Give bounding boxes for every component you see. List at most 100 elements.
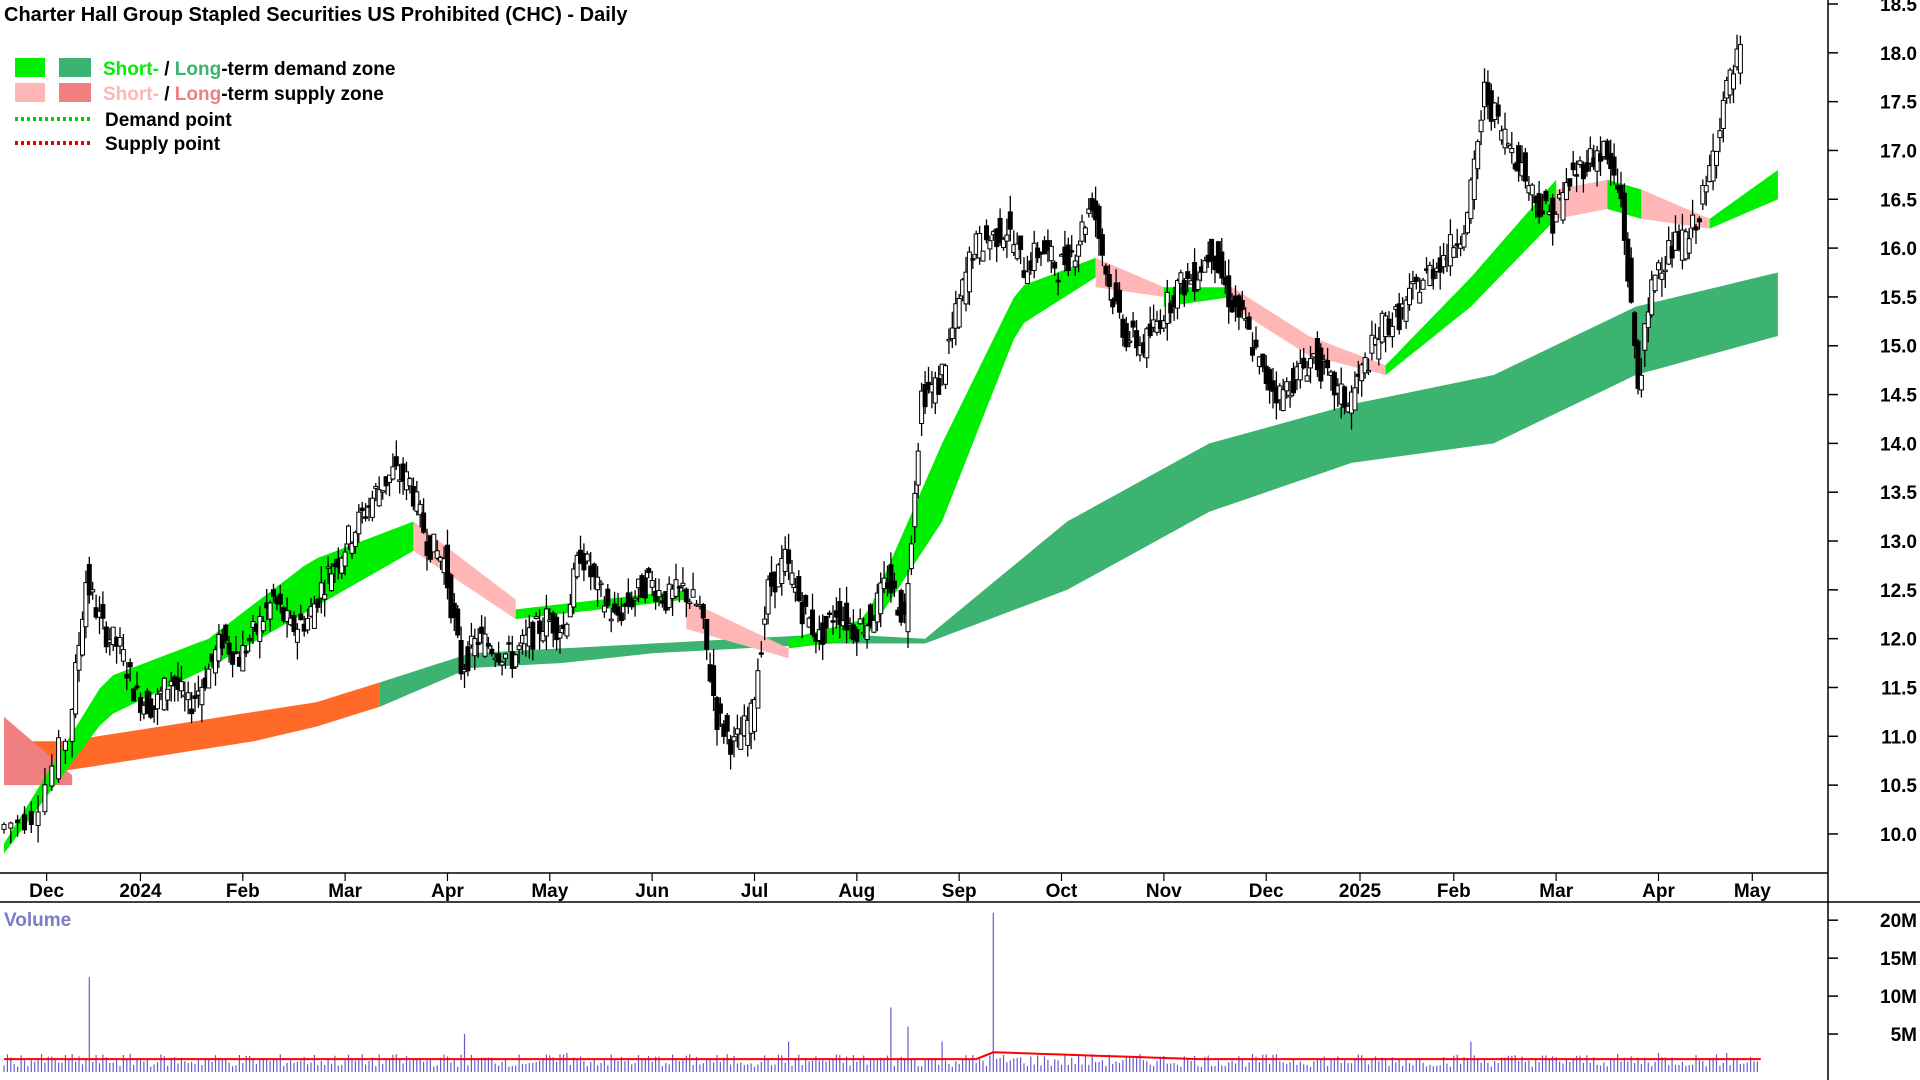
candle-body xyxy=(1502,128,1508,149)
candle-body xyxy=(1004,234,1010,242)
candle-body xyxy=(584,553,590,562)
candle-body xyxy=(687,601,693,604)
x-tick-label: Feb xyxy=(226,881,260,902)
candle-body xyxy=(233,651,239,654)
candle-body xyxy=(1045,240,1051,252)
candle-body xyxy=(554,616,560,641)
candle-body xyxy=(277,593,283,605)
price-tick-label: 15.0 xyxy=(1880,337,1917,358)
candle-body xyxy=(117,637,123,647)
candle-body xyxy=(1352,387,1358,411)
legend-long-demand-swatch xyxy=(59,58,91,77)
candle-body xyxy=(1731,73,1736,90)
legend-demand-short: Short- xyxy=(103,59,159,80)
candle-body xyxy=(1656,262,1661,271)
candle-body xyxy=(407,478,413,487)
candle-body xyxy=(230,651,236,665)
candle-body xyxy=(363,516,369,519)
candle-body xyxy=(1690,214,1696,229)
candles-layer xyxy=(1,34,1743,844)
candle-body xyxy=(271,589,276,597)
x-tick-label: Oct xyxy=(1046,881,1078,902)
candle-body xyxy=(1280,389,1286,412)
candle-body xyxy=(1069,250,1075,253)
candle-body xyxy=(803,595,809,607)
short-term-supply-zone-6 xyxy=(1095,257,1164,297)
price-tick-label: 13.5 xyxy=(1880,483,1917,504)
candle-body xyxy=(1632,312,1638,346)
candle-body xyxy=(789,572,795,585)
short-term-demand-zone-9 xyxy=(1385,179,1557,375)
candle-body xyxy=(458,640,464,675)
legend-demand-rest: -term demand zone xyxy=(221,59,395,80)
candle-body xyxy=(1553,213,1559,223)
candle-body xyxy=(1304,375,1310,382)
candle-body xyxy=(291,615,297,632)
candle-body xyxy=(1522,152,1528,182)
candle-body xyxy=(823,615,829,629)
volume-label: Volume xyxy=(4,910,71,931)
x-tick-label: Feb xyxy=(1437,881,1471,902)
volume-tick-label: 15M xyxy=(1880,949,1917,970)
candle-body xyxy=(1260,353,1266,368)
candle-body xyxy=(393,456,399,467)
candle-body xyxy=(1536,193,1542,218)
short-term-supply-zone-10 xyxy=(1556,179,1608,219)
candle-body xyxy=(649,580,655,588)
candle-body xyxy=(1331,372,1337,396)
candle-body xyxy=(591,563,597,577)
candle-body xyxy=(1082,227,1088,235)
candle-body xyxy=(359,507,365,512)
candle-body xyxy=(1301,357,1307,369)
candle-body xyxy=(936,377,942,395)
candle-body xyxy=(1516,145,1522,172)
price-tick-label: 17.5 xyxy=(1880,93,1917,114)
candle-body xyxy=(537,620,543,634)
legend-supply-sep: / xyxy=(159,84,175,105)
candle-body xyxy=(445,544,450,589)
candle-body xyxy=(755,670,761,709)
candle-body xyxy=(618,612,624,622)
candle-body xyxy=(1270,380,1276,392)
candle-body xyxy=(155,693,160,710)
candle-body xyxy=(1540,210,1545,215)
short-term-supply-zone-4 xyxy=(686,599,789,659)
candle-body xyxy=(912,492,918,528)
candle-body xyxy=(49,765,55,787)
candle-body xyxy=(134,685,140,689)
candle-body xyxy=(516,645,522,651)
candle-body xyxy=(1465,212,1470,234)
legend-supply-zone-text: Short- / Long-term supply zone xyxy=(103,84,384,105)
candle-body xyxy=(380,490,386,493)
candle-body xyxy=(656,590,662,598)
candle-body xyxy=(1659,272,1665,280)
price-tick-label: 18.5 xyxy=(1880,0,1917,16)
candle-body xyxy=(632,597,638,601)
candle-body xyxy=(854,629,860,642)
price-tick-label: 12.5 xyxy=(1880,581,1917,602)
candle-body xyxy=(888,564,894,594)
candle-body xyxy=(472,638,478,657)
candle-body xyxy=(499,661,505,666)
candle-body xyxy=(1168,302,1174,314)
candle-body xyxy=(1246,316,1252,330)
candle-body xyxy=(431,533,437,553)
candle-body xyxy=(1587,148,1593,164)
legend: Short- / Long-term demand zone Short- / … xyxy=(15,58,395,155)
candle-body xyxy=(1134,330,1140,349)
candle-body xyxy=(946,338,952,342)
candle-body xyxy=(1076,244,1082,257)
candle-body xyxy=(76,644,82,671)
x-tick-label: May xyxy=(531,881,568,902)
price-tick-label: 16.0 xyxy=(1880,239,1917,260)
candle-body xyxy=(1366,369,1371,373)
candle-body xyxy=(22,814,27,831)
candle-body xyxy=(830,620,836,623)
candle-body xyxy=(646,568,652,574)
candle-body xyxy=(1308,358,1313,369)
candle-body xyxy=(1451,247,1457,258)
candle-body xyxy=(1710,150,1716,182)
candle-body xyxy=(949,327,955,339)
candle-body xyxy=(294,628,300,643)
candle-body xyxy=(1048,245,1054,262)
